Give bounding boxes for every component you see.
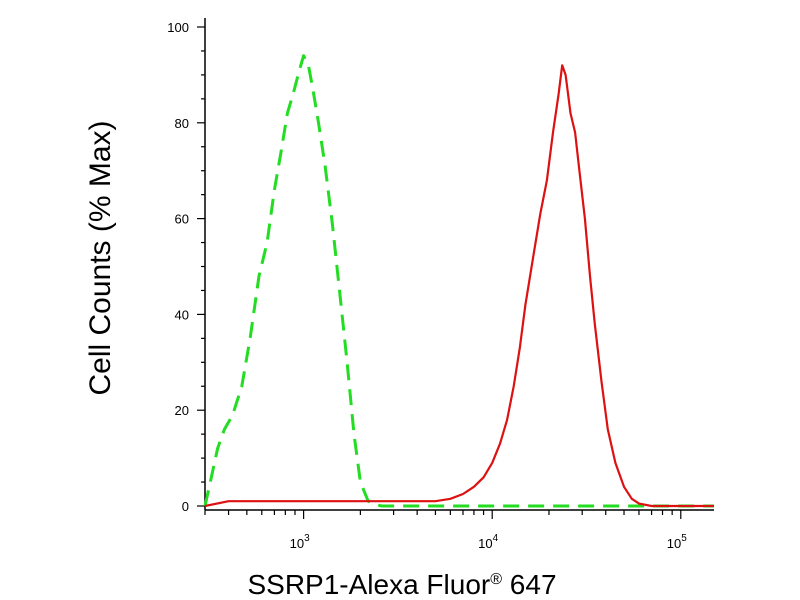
x-axis-ticks: 103 104 105 [204,510,687,551]
y-tick-label: 0 [182,499,189,514]
x-axis-title-suffix: 647 [502,569,557,600]
x-axis-title: SSRP1-Alexa Fluor® 647 [247,569,556,600]
x-tick-label: 103 [290,533,310,551]
stained-histogram-line [204,64,714,508]
y-tick-label: 40 [175,307,189,322]
y-tick-label: 20 [175,403,189,418]
x-tick-label: 105 [667,533,687,551]
control-histogram-line [203,54,714,508]
plot-area: 0 20 40 60 80 100 103 104 105 [167,18,714,551]
x-axis-title-registered-mark: ® [490,571,502,588]
x-tick-label: 104 [478,533,498,551]
y-tick-label: 100 [167,20,189,35]
series-layer [203,54,714,508]
y-tick-label: 80 [175,116,189,131]
x-axis-title-main: SSRP1-Alexa Fluor [247,569,490,600]
y-axis-ticks: 0 20 40 60 80 100 [167,20,205,514]
y-axis-title: Cell Counts (% Max) [84,120,117,395]
y-tick-label: 60 [175,212,189,227]
